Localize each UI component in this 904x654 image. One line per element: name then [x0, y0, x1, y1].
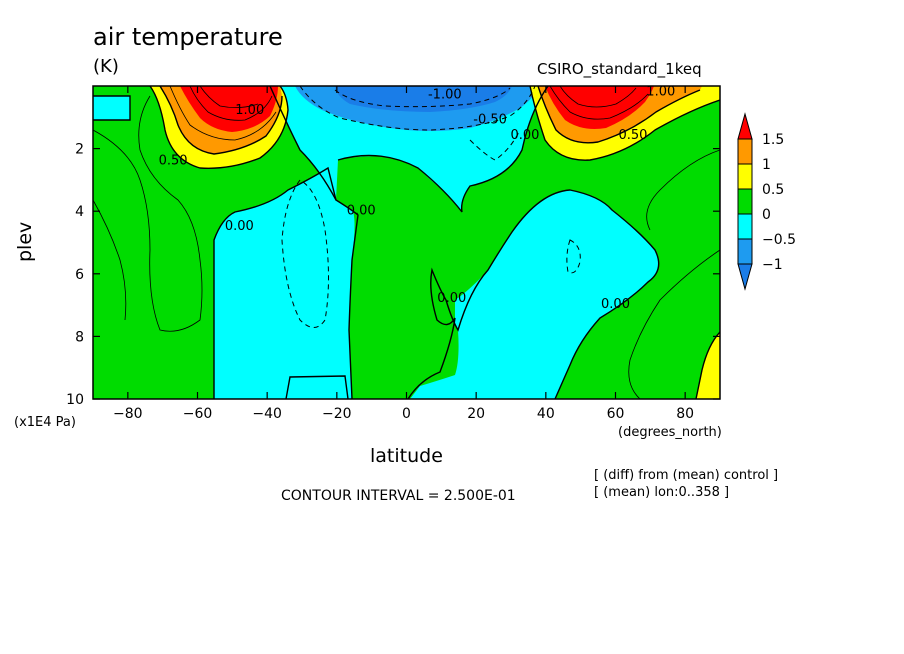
contour-zero-central	[213, 166, 359, 399]
contour-label: -1.00	[428, 88, 462, 103]
y-tick-label: 6	[75, 267, 84, 283]
fill-zero-half	[93, 86, 720, 399]
fill-cyan-right	[408, 190, 659, 399]
chart-title: air temperature	[93, 23, 283, 51]
fill-blue-top	[295, 86, 540, 131]
fill-yellow-right	[530, 86, 720, 161]
x-tick-label: 60	[607, 406, 625, 422]
y-axis-units: (x1E4 Pa)	[14, 415, 76, 430]
contour-yellow-br	[695, 331, 720, 399]
y-tick-label: 10	[66, 392, 84, 408]
contour-zero-right	[407, 189, 660, 399]
y-axis-label: plev	[14, 221, 36, 262]
plot-frame	[92, 85, 721, 400]
contour-zero-upper	[269, 86, 337, 201]
contour-one-left	[159, 86, 283, 155]
contour-labels: 1.000.500.000.00-1.00-0.500.001.000.500.…	[159, 84, 676, 312]
contour-zero-lefttop	[93, 95, 131, 121]
x-tick-label: −40	[252, 406, 282, 422]
fill-cyan-lower	[286, 376, 352, 399]
contour-half-right	[529, 86, 720, 161]
fill-yellow-bottom-right	[696, 332, 720, 399]
x-tick-label: 80	[676, 406, 694, 422]
contour-label: 0.00	[347, 203, 376, 218]
fill-yellow-left	[150, 86, 288, 169]
colorbar-swatch	[737, 213, 753, 240]
contour-label: 0.50	[618, 128, 647, 143]
mean-note: [ (mean) lon:0..358 ]	[594, 485, 730, 500]
colorbar-swatch	[737, 163, 753, 190]
colorbar-swatch	[737, 138, 753, 165]
x-axis-label: latitude	[370, 445, 443, 467]
y-tick-label: 8	[75, 329, 84, 345]
contour-zero-lower	[285, 375, 349, 399]
colorbar-label: 1	[762, 157, 771, 173]
y-tick-label: 4	[75, 204, 84, 220]
colorbar-label: 0	[762, 207, 771, 223]
contour-zero-upper-b	[337, 86, 549, 213]
x-tick-label: 0	[402, 406, 411, 422]
fill-cyan-central	[214, 168, 358, 399]
contour-neg-half	[299, 86, 536, 131]
x-tick-label: 40	[537, 406, 555, 422]
fill-red-right	[545, 86, 654, 129]
colorbar-top-triangle	[737, 112, 753, 140]
fill-green-mid	[338, 156, 460, 399]
colorbar-label: −0.5	[762, 232, 796, 248]
model-label: CSIRO_standard_1keq	[537, 60, 702, 78]
fill-orange-left	[160, 86, 282, 154]
contour-half-left	[149, 86, 289, 169]
fill-red-left	[180, 86, 278, 132]
x-tick-label: −20	[322, 406, 352, 422]
x-tick-label: −60	[183, 406, 213, 422]
contour-label: 1.00	[646, 84, 675, 99]
contour-label: 0.00	[225, 219, 254, 234]
contour-label: -0.50	[473, 113, 507, 128]
diff-note: [ (diff) from (mean) control ]	[594, 468, 779, 483]
colorbar: 1.5 1 0.5 0 −0.5 −1	[737, 112, 796, 291]
x-axis-units: (degrees_north)	[618, 425, 722, 440]
colorbar-label: −1	[762, 257, 783, 273]
colorbar-swatch	[737, 188, 753, 215]
chart-units: (K)	[93, 56, 119, 77]
y-tick-label: 2	[75, 142, 84, 158]
contour-interval-label: CONTOUR INTERVAL = 2.500E-01	[281, 488, 516, 504]
fill-blue-core	[335, 86, 512, 112]
contour-label: 0.00	[437, 291, 466, 306]
fill-cyan-left-top	[93, 96, 130, 120]
x-tick-label: 20	[467, 406, 485, 422]
fill-cyan-upper	[270, 86, 548, 212]
colorbar-swatch	[737, 238, 753, 265]
x-axis-ticks: −80 −60 −40 −20 0 20 40 60 80	[113, 86, 694, 422]
colorbar-label: 1.5	[762, 132, 784, 148]
fill-orange-right	[538, 86, 702, 143]
colorbar-label: 0.5	[762, 182, 784, 198]
contour-label: 1.00	[235, 103, 264, 118]
contour-neg-quarter	[281, 179, 329, 328]
contour-one-right	[537, 86, 701, 144]
contour-neg-one	[334, 87, 511, 108]
contour-label: 0.00	[601, 297, 630, 312]
contour-label: 0.50	[159, 153, 188, 168]
colorbar-bottom-triangle	[737, 263, 753, 291]
x-tick-label: −80	[113, 406, 143, 422]
contour-label: 0.00	[510, 128, 539, 143]
y-axis-ticks: 2 4 6 8 10	[66, 142, 720, 408]
